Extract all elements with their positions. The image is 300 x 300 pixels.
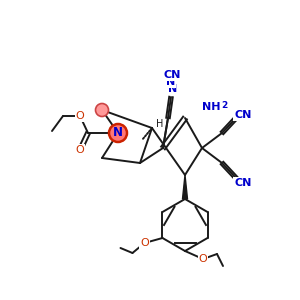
Text: O: O — [76, 145, 84, 155]
Polygon shape — [182, 175, 188, 199]
Text: N: N — [168, 84, 178, 94]
Text: O: O — [140, 238, 149, 248]
Text: CN: CN — [163, 70, 181, 80]
Text: CN: CN — [234, 110, 252, 120]
Text: O: O — [199, 254, 207, 264]
Text: NH: NH — [202, 102, 220, 112]
Text: N: N — [167, 77, 176, 87]
Circle shape — [95, 103, 109, 116]
Text: N: N — [113, 127, 123, 140]
Text: H: H — [156, 119, 164, 129]
Text: CN: CN — [234, 178, 252, 188]
Circle shape — [109, 124, 127, 142]
Text: O: O — [76, 111, 84, 121]
Text: 2: 2 — [221, 101, 227, 110]
